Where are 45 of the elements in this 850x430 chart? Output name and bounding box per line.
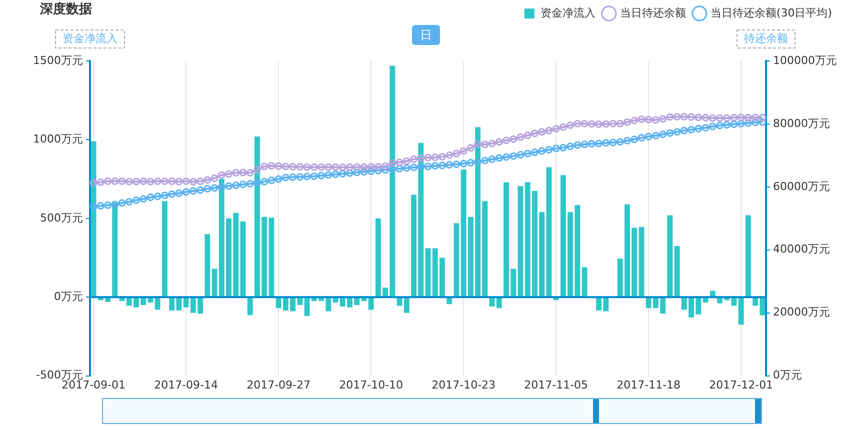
x-tick-label: 2017-09-14 <box>154 378 218 392</box>
bar <box>425 248 431 297</box>
bar <box>446 298 452 304</box>
y2-tick-label: 40000万元 <box>773 242 830 256</box>
bar <box>240 222 246 297</box>
y2-tick-label: 80000万元 <box>773 116 830 130</box>
y2-tick-label: 100000万元 <box>773 54 838 67</box>
x-tick-label: 2017-10-23 <box>432 378 496 392</box>
bar <box>745 215 751 297</box>
x-tick-label: 2017-09-27 <box>246 378 311 392</box>
bar <box>90 141 96 297</box>
y-tick-label: 1000万元 <box>32 132 83 146</box>
bar <box>546 167 552 297</box>
bar <box>454 223 460 297</box>
bar <box>738 298 744 325</box>
bar <box>731 298 737 306</box>
y2-tick-label: 0万元 <box>773 368 802 382</box>
legend-label: 当日待还余额(30日平均) <box>710 6 832 20</box>
chart-title: 深度数据 <box>40 0 92 18</box>
bar <box>638 227 644 297</box>
legend-label: 当日待还余额 <box>620 6 686 20</box>
y-axis-title: 资金净流入 <box>62 32 118 45</box>
bar <box>162 201 168 297</box>
legend-label: 资金净流入 <box>540 6 596 20</box>
y2-tick-label: 20000万元 <box>773 306 830 319</box>
x-tick-label: 2017-11-18 <box>616 378 681 392</box>
bar <box>368 298 374 310</box>
bar <box>582 267 588 297</box>
y-tick-label: 0万元 <box>54 290 83 303</box>
bar <box>674 246 680 297</box>
y-tick-label: 1500万元 <box>32 54 83 67</box>
y-tick-label: 500万元 <box>40 211 83 224</box>
x-tick-label: 2017-11-05 <box>524 378 588 392</box>
bar <box>112 202 118 297</box>
y2-tick-label: 60000万元 <box>773 180 830 193</box>
bar <box>518 186 524 297</box>
bar <box>667 215 673 297</box>
x-tick-label: 2017-10-10 <box>339 378 404 392</box>
y2-axis-title: 待还余额 <box>744 32 788 45</box>
bar <box>154 298 160 310</box>
bar <box>204 234 210 297</box>
day-toggle-button: 日 <box>412 25 440 45</box>
y-tick-label: -500万元 <box>36 368 83 382</box>
x-tick-label: 2017-12-01 <box>709 378 774 392</box>
bar <box>247 298 253 316</box>
